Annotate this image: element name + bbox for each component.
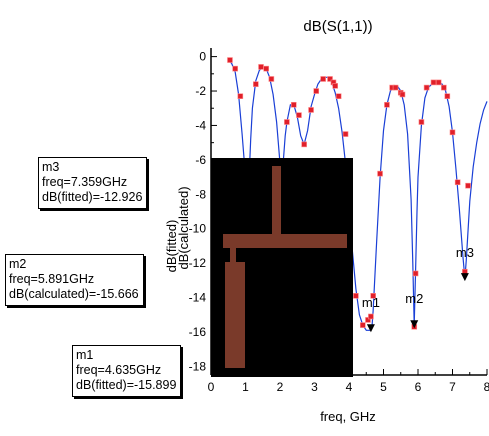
y-tick-label: -8: [195, 187, 206, 201]
y-label-fitted: dB(fitted): [164, 220, 179, 273]
marker-readout-freq: freq=7.359GHz: [42, 175, 128, 189]
calculated-point: [412, 270, 419, 277]
marker-readout-label: m1: [76, 348, 94, 362]
x-tick-label: 0: [208, 380, 215, 394]
y-tick-label: -10: [189, 222, 207, 236]
x-tick-label: 5: [380, 380, 387, 394]
calculated-point: [263, 65, 270, 72]
calculated-point: [313, 88, 320, 94]
inset-feed-line: [225, 262, 245, 368]
marker-tag-m2: m2: [405, 291, 423, 306]
layout-inset: [211, 158, 353, 377]
x-tick-label: 4: [346, 380, 353, 394]
marker-readout-label: m2: [9, 257, 27, 271]
calculated-point: [353, 293, 359, 299]
calculated-point: [320, 76, 326, 82]
y-tick-label: -12: [189, 256, 207, 270]
marker-tag-m3: m3: [456, 245, 474, 260]
calculated-point: [418, 119, 425, 125]
calculated-point: [308, 107, 314, 113]
marker-readout-label: m3: [42, 160, 60, 174]
calculated-point: [335, 93, 342, 99]
calculated-point: [232, 65, 238, 72]
x-tick-label: 6: [415, 380, 422, 394]
marker-arrows: [366, 273, 469, 333]
y-tick-label: -18: [189, 359, 207, 373]
calculated-point: [290, 101, 297, 108]
y-tick-label: 0: [199, 50, 206, 64]
y-tick-label: -2: [195, 84, 206, 98]
calculated-point: [435, 79, 442, 86]
calculated-point: [377, 170, 383, 177]
x-tick-label: 2: [277, 380, 284, 394]
calculated-point: [368, 313, 374, 320]
calculated-point: [423, 84, 430, 91]
calculated-point: [399, 91, 406, 98]
x-axis-label: freq, GHz: [320, 409, 376, 424]
marker-readout-freq: freq=4.635GHz: [76, 363, 162, 377]
calculated-point: [332, 83, 339, 89]
calculated-point: [454, 179, 461, 186]
marker-readout-m2: m2 freq=5.891GHz dB(calculated)=-15.666: [5, 254, 144, 306]
x-tick-label: 7: [449, 380, 456, 394]
calculated-point: [449, 129, 456, 136]
calculated-point: [441, 84, 447, 91]
calculated-point: [301, 141, 307, 148]
x-tick-label: 1: [242, 380, 249, 394]
y-tick-label: -6: [195, 153, 206, 167]
calculated-point: [384, 101, 390, 108]
marker-arrow: [460, 273, 469, 282]
y-tick-label: -16: [189, 325, 207, 339]
marker-arrow: [410, 320, 419, 329]
calculated-point: [327, 76, 333, 82]
marker-readout-m3: m3 freq=7.359GHz dB(fitted)=-12.926: [38, 157, 148, 209]
marker-readout-value: dB(fitted)=-12.926: [42, 190, 143, 204]
calculated-point: [370, 293, 376, 299]
inset-stub-horizontal: [223, 234, 347, 248]
inset-stub-vertical: [272, 166, 281, 234]
calculated-point: [296, 112, 302, 118]
y-label-calculated: dB(calculated): [176, 186, 191, 269]
marker-readout-freq: freq=5.891GHz: [9, 272, 95, 286]
calculated-point: [365, 317, 371, 323]
calculated-point: [258, 64, 264, 70]
calculated-series: [227, 57, 471, 330]
inset-feed-neck: [230, 248, 236, 262]
marker-readout-value: dB(calculated)=-15.666: [9, 287, 139, 301]
calculated-point: [253, 81, 259, 87]
calculated-point: [237, 93, 244, 99]
calculated-point: [268, 76, 275, 82]
marker-readout-m1: m1 freq=4.635GHz dB(fitted)=-15.899: [72, 345, 182, 397]
calculated-point: [284, 119, 290, 125]
calculated-point: [342, 131, 349, 137]
y-tick-label: -14: [189, 291, 207, 305]
marker-tag-m1: m1: [362, 295, 380, 310]
x-tick-label: 3: [311, 380, 318, 394]
calculated-point: [465, 182, 471, 189]
x-tick-label: 8: [484, 380, 489, 394]
y-tick-label: -4: [195, 118, 206, 132]
calculated-point: [392, 84, 399, 91]
chart-title: dB(S(1,1)): [303, 18, 372, 35]
marker-arrow: [366, 324, 375, 333]
calculated-point: [430, 79, 437, 86]
calculated-point: [359, 322, 366, 328]
calculated-point: [444, 93, 451, 99]
calculated-point: [227, 57, 233, 63]
marker-readout-value: dB(fitted)=-15.899: [76, 378, 177, 392]
